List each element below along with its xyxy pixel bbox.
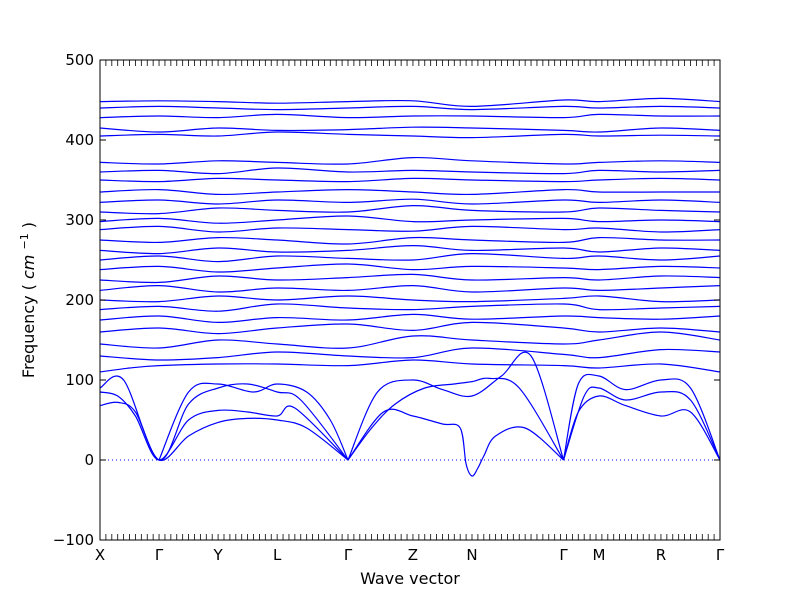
y-axis-title: Frequency ( cm −1 )	[13, 222, 38, 378]
dispersion-branch-16	[99, 295, 721, 303]
dispersion-branch-14	[99, 313, 721, 324]
y-tick-label: 400	[65, 131, 94, 149]
dispersion-branch-21	[99, 244, 721, 255]
x-tick-label: Γ	[716, 546, 725, 564]
dispersion-branch-5	[347, 408, 564, 477]
dispersion-branch-18	[99, 273, 721, 284]
dispersion-branch-32	[99, 126, 721, 133]
dispersion-branch-24	[99, 215, 721, 224]
x-tick-label: R	[656, 546, 666, 564]
y-axis-title-text: Frequency	[19, 295, 38, 378]
dispersion-branch-9	[562, 373, 721, 461]
y-tick-label: −100	[53, 531, 94, 549]
dispersion-branch-30	[99, 156, 721, 165]
dispersion-branch-20	[99, 252, 721, 263]
dispersion-branch-13	[99, 321, 721, 335]
dispersion-branch-22	[99, 236, 721, 245]
y-tick-label: 500	[65, 51, 94, 69]
dispersion-branch-10	[99, 359, 721, 373]
x-tick-label: Γ	[155, 546, 164, 564]
dispersion-branch-2	[99, 375, 349, 461]
x-axis-title: Wave vector	[360, 569, 460, 588]
dispersion-branch-33	[99, 113, 721, 119]
x-tick-label: M	[592, 546, 605, 564]
x-tick-label: L	[273, 546, 282, 564]
x-tick-label: Y	[213, 546, 224, 564]
x-tick-label: Γ	[344, 546, 353, 564]
y-axis-ticks: −100 0 100 200 300 400 500	[53, 51, 720, 549]
dispersion-branch-6	[347, 351, 565, 461]
dispersion-branch-29	[99, 167, 721, 175]
dispersion-branch-19	[99, 263, 721, 273]
y-tick-label: 100	[65, 371, 94, 389]
dispersion-branch-17	[99, 284, 721, 293]
dispersion-lines-group	[99, 97, 721, 477]
dispersion-branch-34	[99, 105, 721, 111]
dispersion-branch-26	[99, 198, 721, 205]
y-axis-unit-open: (	[19, 284, 38, 290]
x-tick-label: Z	[408, 546, 418, 564]
x-tick-label: Γ	[559, 546, 568, 564]
y-tick-label: 300	[65, 211, 94, 229]
y-tick-label: 0	[84, 451, 94, 469]
dispersion-branch-12	[99, 331, 721, 349]
dispersion-branch-28	[99, 177, 721, 183]
y-axis-unit-close: )	[19, 222, 38, 228]
x-tick-label: N	[466, 546, 477, 564]
dispersion-branch-23	[99, 225, 721, 233]
y-axis-unit-exponent: −1	[18, 233, 31, 249]
dispersion-branch-15	[99, 303, 721, 312]
dispersion-branch-4	[347, 377, 565, 461]
dispersion-branch-11	[99, 347, 721, 361]
x-tick-label: X	[95, 546, 105, 564]
y-axis-unit: cm	[19, 255, 38, 279]
dispersion-branch-3	[158, 382, 349, 461]
dispersion-branch-25	[99, 204, 721, 215]
dispersion-branch-27	[99, 188, 720, 196]
dispersion-branch-35	[99, 97, 721, 108]
dispersion-branch-1	[99, 391, 349, 461]
dispersion-branch-31	[99, 131, 721, 139]
y-tick-label: 200	[65, 291, 94, 309]
dispersion-branch-8	[562, 386, 721, 461]
